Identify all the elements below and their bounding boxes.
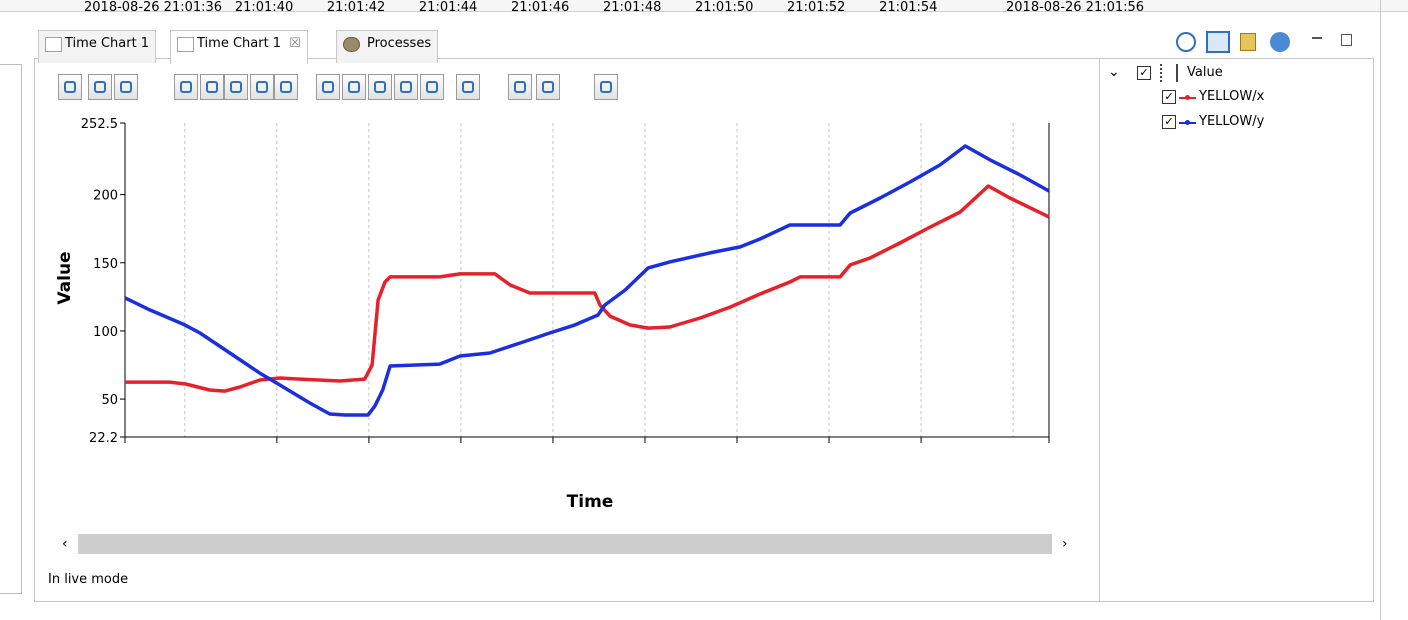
tab[interactable]: Processes	[336, 30, 439, 63]
maximize[interactable]	[1341, 34, 1352, 46]
toolbar-button[interactable]	[274, 74, 298, 100]
toolbar-button[interactable]	[594, 74, 618, 100]
toolbar-button[interactable]	[420, 74, 444, 100]
tab-label: Time Chart 1	[65, 36, 150, 51]
legend-label[interactable]: YELLOW/y	[1199, 114, 1265, 129]
scroll-left[interactable]: ‹	[62, 536, 68, 552]
copy-icon[interactable]	[1240, 33, 1256, 51]
plot-area	[125, 123, 1049, 437]
legend-dot	[1185, 95, 1190, 100]
x-axis-title: Time	[567, 492, 614, 512]
toolbar-button[interactable]	[508, 74, 532, 100]
legend-dot	[1185, 120, 1190, 125]
toolbar-button[interactable]	[342, 74, 366, 100]
series-line	[125, 184, 1050, 393]
scroll-right[interactable]: ›	[1062, 536, 1068, 552]
scrollbar-thumb[interactable]	[78, 534, 1052, 554]
tab[interactable]: Time Chart 1 ☒	[170, 30, 308, 64]
x-tick-label: 21:01:48	[602, 0, 662, 15]
pane-divider	[1099, 59, 1100, 601]
tab-label: Time Chart 1	[197, 36, 282, 51]
y-tick-label: 150	[93, 257, 118, 272]
toolbar-button[interactable]	[58, 74, 82, 100]
x-tick-label: 21:01:54	[879, 0, 938, 15]
history-icon[interactable]	[1176, 32, 1196, 52]
x-tick-label: 2018-08-26 21:01:36	[84, 0, 223, 15]
y-tick-label: 200	[93, 189, 118, 204]
settings-icon[interactable]	[1270, 32, 1290, 52]
toolbar-button[interactable]	[88, 74, 112, 100]
tree-root[interactable]: Value	[1187, 65, 1223, 80]
toolbar-button[interactable]	[224, 74, 248, 100]
status-text: In live mode	[48, 572, 129, 587]
tree-chevron[interactable]: ⌄	[1108, 64, 1120, 80]
toolbar-button[interactable]	[316, 74, 340, 100]
y-axis-title: Value	[55, 251, 75, 304]
toolbar-button[interactable]	[536, 74, 560, 100]
toolbar-button[interactable]	[456, 74, 480, 100]
tab-label: Processes	[367, 36, 432, 51]
toolbar-button[interactable]	[394, 74, 418, 100]
toolbar-button[interactable]	[114, 74, 138, 100]
layout-icon[interactable]	[1206, 31, 1230, 53]
toolbar-button[interactable]	[174, 74, 198, 100]
chart: Time Value 22.2 50 100 150 200 252.5	[55, 117, 1050, 512]
toolbar-button[interactable]	[368, 74, 392, 100]
series-line	[124, 144, 1050, 417]
minimize[interactable]	[1312, 37, 1322, 39]
y-tick-label: 100	[93, 325, 118, 340]
toolbar-button[interactable]	[250, 74, 274, 100]
x-tick-label: 21:01:46	[510, 0, 570, 15]
x-tick-label: 2018-08-26 21:01:56	[1006, 0, 1145, 15]
right-border	[1380, 0, 1386, 620]
side-panel	[0, 64, 22, 594]
group-icon	[1160, 64, 1178, 82]
y-tick-label: 22.2	[89, 431, 118, 446]
checkbox[interactable]: ✓	[1162, 115, 1176, 129]
x-tick-label: 21:01:44	[418, 0, 478, 15]
checkbox[interactable]: ✓	[1162, 90, 1176, 104]
x-tick-label: 21:01:42	[326, 0, 386, 15]
x-tick-label: 21:01:50	[695, 0, 754, 15]
tab[interactable]: Time Chart 1	[38, 30, 157, 63]
toolbar-button[interactable]	[200, 74, 224, 100]
legend-label[interactable]: YELLOW/x	[1199, 89, 1265, 104]
checkbox[interactable]: ✓	[1137, 66, 1151, 80]
x-tick-label: 21:01:52	[787, 0, 846, 15]
y-tick-label: 50	[101, 393, 118, 408]
top-strip	[0, 0, 1408, 12]
y-tick-label: 252.5	[81, 117, 118, 132]
x-tick-label: 21:01:40	[234, 0, 294, 15]
